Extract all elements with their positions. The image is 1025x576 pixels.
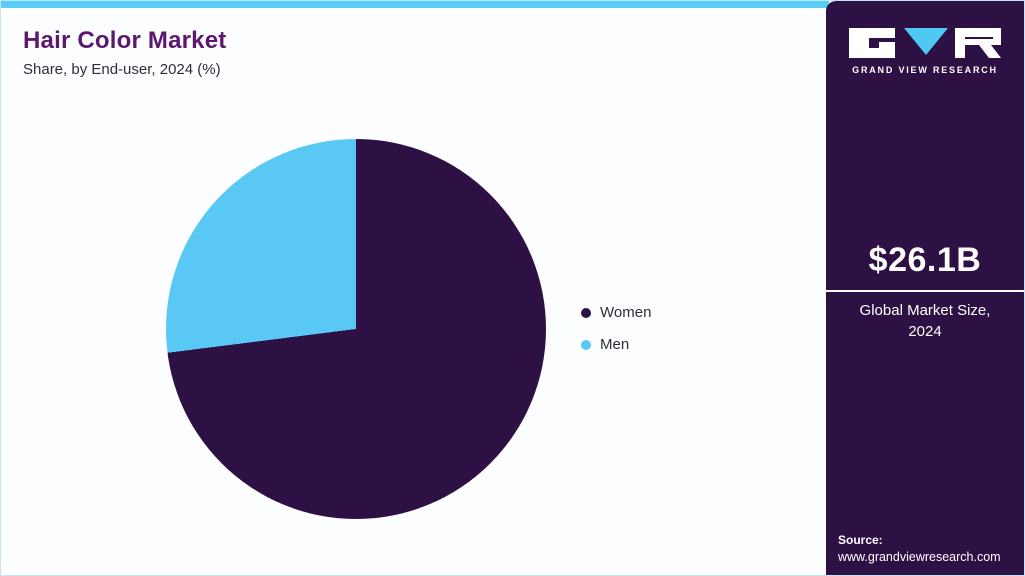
market-divider: [826, 290, 1024, 292]
pie-chart: [166, 139, 546, 519]
source-label: Source:: [838, 533, 883, 547]
page-subtitle: Share, by End-user, 2024 (%): [23, 61, 221, 78]
page-title: Hair Color Market: [23, 27, 227, 54]
market-size-label: Global Market Size, 2024: [859, 302, 991, 340]
legend-label-women: Women: [600, 304, 652, 321]
market-size-block: $26.1B Global Market Size, 2024: [826, 241, 1024, 342]
market-size-value: $26.1B: [868, 241, 982, 279]
gvr-logo-text: GRAND VIEW RESEARCH: [852, 65, 998, 75]
chart-legend: Women Men: [581, 304, 651, 353]
legend-label-men: Men: [600, 336, 630, 353]
sidebar: GRAND VIEW RESEARCH $26.1B Global Market…: [826, 1, 1024, 575]
source-url-link[interactable]: www.grandviewresearch.com: [838, 550, 1001, 564]
legend-item-women: Women: [581, 304, 651, 321]
source-block: Source: www.grandviewresearch.com: [838, 533, 1001, 564]
gvr-logo-mark: [849, 28, 1001, 58]
top-accent-bar: [1, 1, 829, 8]
legend-marker-men: [581, 339, 591, 350]
legend-marker-women: [581, 307, 591, 318]
gvr-logo: GRAND VIEW RESEARCH: [826, 27, 1024, 75]
legend-item-men: Men: [581, 336, 651, 353]
